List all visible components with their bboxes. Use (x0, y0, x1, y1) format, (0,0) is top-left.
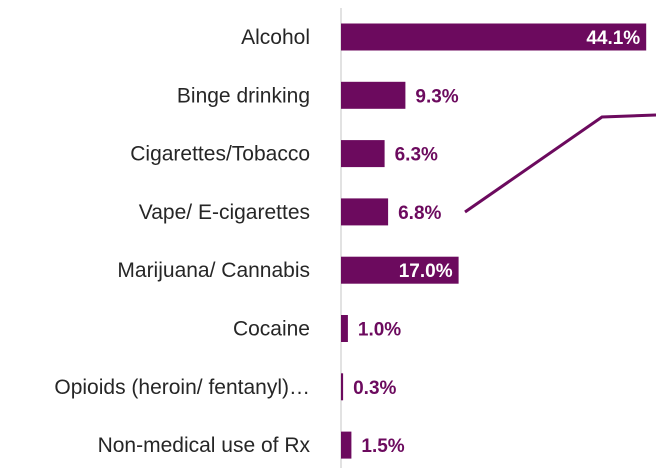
category-label: Opioids (heroin/ fentanyl)… (54, 376, 310, 399)
category-label: Vape/ E-cigarettes (139, 201, 310, 224)
category-label: Cigarettes/Tobacco (130, 143, 310, 166)
data-label: 6.3% (395, 145, 438, 166)
bar-6 (341, 373, 344, 401)
bar-0 (341, 23, 647, 51)
bar-3 (341, 198, 389, 226)
labels-layer: Alcohol 44.1% Binge drinking 9.3% Cigarettes… (54, 26, 640, 457)
category-label: Marijuana/ Cannabis (117, 259, 310, 282)
bar-7 (341, 431, 352, 459)
category-label: Cocaine (233, 318, 310, 341)
data-label: 6.8% (398, 203, 441, 224)
bar-4 (341, 256, 459, 284)
data-label: 1.0% (358, 320, 401, 341)
data-label: 0.3% (353, 378, 396, 399)
data-label: 44.1% (586, 28, 640, 49)
data-label: 9.3% (415, 86, 458, 107)
data-label: 17.0% (399, 261, 453, 282)
bar-1 (341, 81, 406, 109)
bar-5 (341, 315, 348, 342)
bars-layer (341, 23, 647, 459)
category-label: Binge drinking (177, 84, 310, 107)
data-label: 1.5% (361, 436, 404, 457)
annotation-callout-line (464, 113, 656, 214)
bar-2 (341, 140, 385, 168)
category-label: Alcohol (241, 26, 310, 49)
category-label: Non-medical use of Rx (98, 434, 311, 457)
